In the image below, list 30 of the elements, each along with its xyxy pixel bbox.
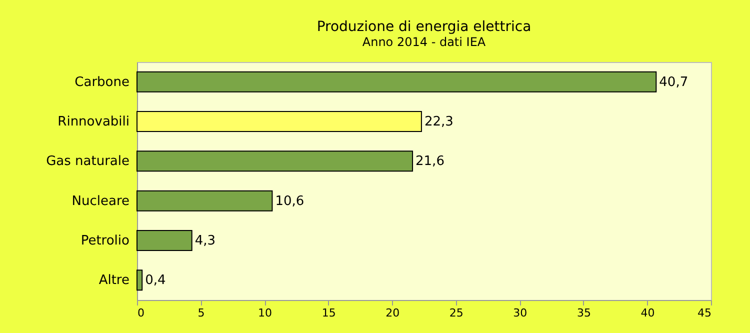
y-tick-label: Petrolio: [80, 234, 130, 248]
y-tick-label: Nucleare: [72, 194, 130, 209]
data-label: 4,3: [194, 234, 216, 248]
data-label: 0,4: [145, 273, 166, 288]
chart-title: Produzione di energia elettrica: [316, 19, 532, 35]
bar: [136, 111, 422, 132]
x-tick-label: 10: [258, 306, 272, 320]
chart-subtitle: Anno 2014 - dati IEA: [362, 35, 486, 49]
bar: [136, 71, 657, 92]
x-tick-label: 0: [138, 306, 144, 320]
bar: [136, 230, 192, 251]
data-label: 10,6: [275, 194, 304, 209]
x-tick-label: 15: [322, 306, 336, 320]
y-tick-label: Carbone: [74, 74, 130, 90]
y-tick-label: Rinnovabili: [58, 114, 130, 130]
bar: [136, 150, 414, 172]
x-tick-label: 5: [198, 306, 205, 320]
data-label: 40,7: [659, 74, 688, 90]
data-label: 22,3: [424, 114, 454, 130]
x-tick-label: 30: [513, 306, 528, 320]
bar: [136, 270, 143, 291]
y-tick-label: Altre: [98, 273, 130, 288]
x-tick-label: 45: [698, 306, 712, 320]
x-tick-label: 40: [640, 306, 655, 320]
bar: [136, 190, 273, 212]
x-tick-label: 25: [449, 306, 464, 320]
x-tick-label: 35: [576, 306, 591, 320]
x-tick-label: 20: [386, 306, 400, 320]
y-tick-label: Gas naturale: [46, 154, 130, 170]
data-label: 21,6: [416, 154, 444, 170]
